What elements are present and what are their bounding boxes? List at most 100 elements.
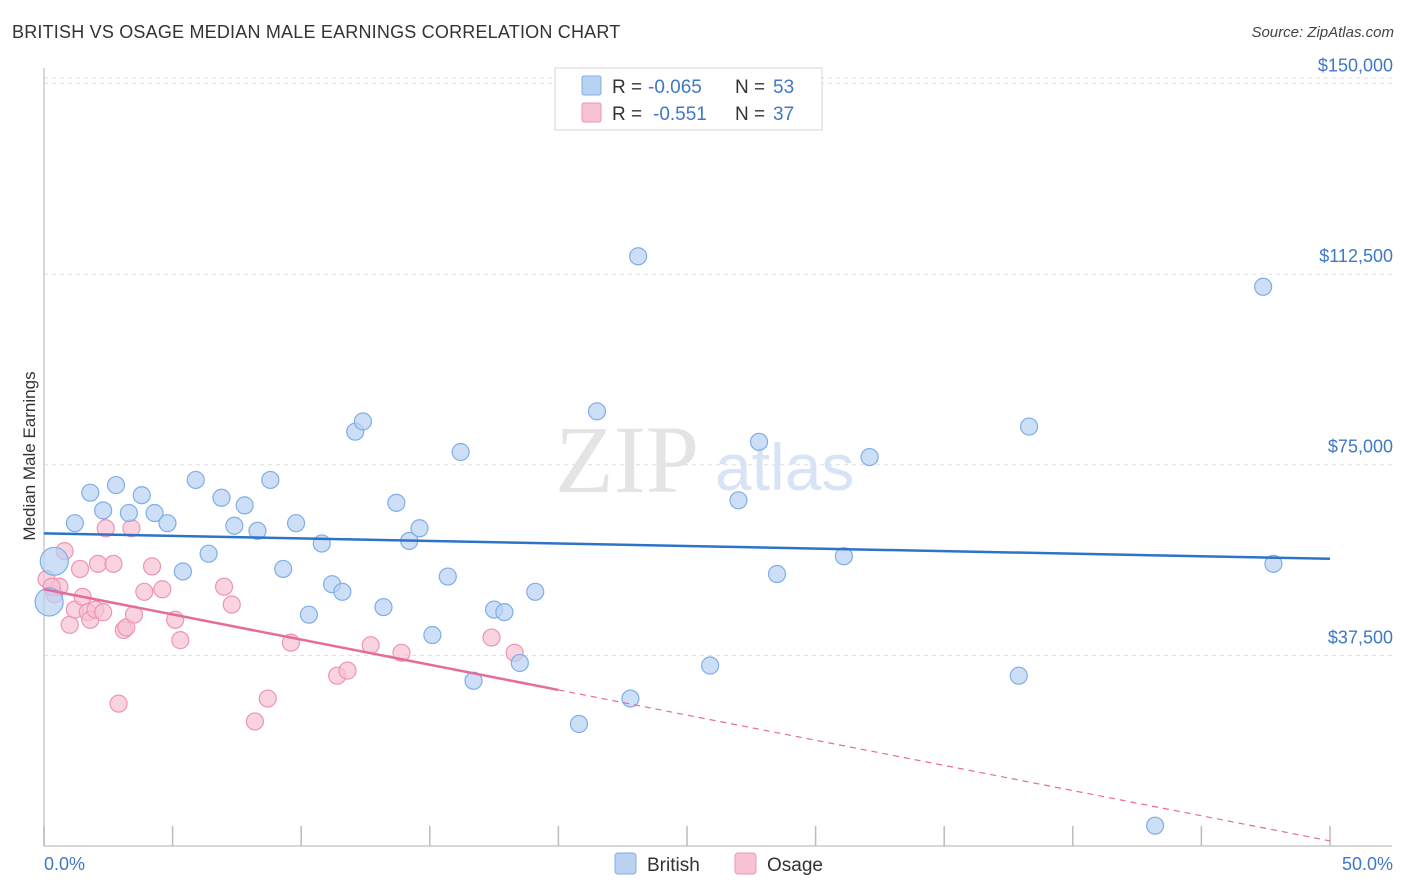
x-axis-ticks <box>43 826 1331 846</box>
british-point-52 <box>1264 554 1283 573</box>
british-point-14 <box>225 516 244 535</box>
legend-n-label-osage: N = <box>735 104 765 125</box>
watermark: ZIP atlas <box>555 406 854 513</box>
osage-point-25 <box>214 577 234 596</box>
osage-points <box>37 519 524 731</box>
y-tick-label-3: $150,000 <box>1318 55 1393 75</box>
british-point-2 <box>65 514 84 533</box>
legend-r-label-osage: R = <box>612 104 642 125</box>
osage-point-15 <box>109 694 128 713</box>
legend-n-value-british: 53 <box>773 77 794 98</box>
british-point-32 <box>451 442 470 462</box>
british-point-3 <box>81 483 100 502</box>
legend-n-value-osage: 37 <box>773 104 794 125</box>
osage-trend-line <box>43 588 559 692</box>
british-point-43 <box>729 491 748 510</box>
british-point-50 <box>1146 816 1165 835</box>
british-point-40 <box>621 689 640 708</box>
y-axis-label: Median Male Earnings <box>20 371 39 540</box>
british-point-8 <box>145 503 164 523</box>
british-point-4 <box>94 501 113 520</box>
british-point-38 <box>569 714 589 734</box>
osage-point-24 <box>171 631 190 650</box>
osage-trend-line-extension <box>558 689 1331 842</box>
british-point-30 <box>423 625 442 645</box>
gridlines <box>44 77 1392 656</box>
british-point-17 <box>261 470 280 490</box>
osage-point-6 <box>70 559 90 579</box>
british-point-37 <box>526 582 545 601</box>
legend-swatch-osage <box>581 102 602 123</box>
british-point-11 <box>186 470 205 490</box>
osage-point-4 <box>60 615 79 634</box>
osage-point-28 <box>258 689 277 708</box>
osage-point-13 <box>96 519 115 538</box>
osage-point-31 <box>338 661 357 680</box>
osage-point-14 <box>104 554 123 573</box>
british-point-5 <box>106 475 126 495</box>
british-point-26 <box>374 597 393 617</box>
british-point-45 <box>767 564 787 584</box>
british-point-47 <box>860 447 879 467</box>
x-tick-label-min: 0.0% <box>44 854 85 874</box>
y-tick-label-0: $37,500 <box>1328 627 1393 647</box>
osage-point-34 <box>482 628 501 647</box>
osage-point-33 <box>392 643 411 662</box>
y-axis-tick-labels: $37,500 $75,000 $112,500 $150,000 <box>1318 55 1393 647</box>
british-point-27 <box>387 493 406 512</box>
osage-point-21 <box>142 557 162 576</box>
osage-point-22 <box>153 580 172 599</box>
legend: R = -0.065 N = 53 R = -0.551 N = 37 <box>554 67 823 131</box>
trend-lines <box>43 532 1331 842</box>
british-point-36 <box>510 653 529 673</box>
osage-point-11 <box>88 554 108 573</box>
bottom-legend: British Osage <box>614 852 823 876</box>
british-point-20 <box>299 605 319 624</box>
british-point-18 <box>274 559 293 579</box>
british-point-46 <box>834 547 853 566</box>
british-point-6 <box>119 503 138 523</box>
bottom-legend-swatch-british <box>614 852 637 875</box>
british-point-9 <box>158 514 177 533</box>
british-point-31 <box>438 567 457 586</box>
y-tick-label-1: $75,000 <box>1328 437 1393 457</box>
british-point-48 <box>1009 666 1028 685</box>
x-tick-label-max: 50.0% <box>1342 854 1393 874</box>
bottom-legend-british: British <box>647 855 700 876</box>
legend-r-label-british: R = <box>612 77 642 98</box>
bottom-legend-osage: Osage <box>767 855 823 876</box>
bottom-legend-swatch-osage <box>734 852 757 875</box>
chart-title: BRITISH VS OSAGE MEDIAN MALE EARNINGS CO… <box>12 22 621 42</box>
british-point-1 <box>39 546 69 576</box>
osage-point-27 <box>245 712 265 731</box>
british-point-10 <box>173 562 192 581</box>
british-point-41 <box>629 247 648 266</box>
source-credit: Source: ZipAtlas.com <box>1251 24 1394 41</box>
watermark-zip: ZIP <box>555 406 699 513</box>
british-point-7 <box>132 486 151 505</box>
osage-point-20 <box>135 582 154 601</box>
british-point-39 <box>587 402 607 421</box>
british-point-42 <box>701 656 720 675</box>
british-trend-line <box>43 532 1331 561</box>
british-point-15 <box>235 496 254 515</box>
british-point-13 <box>212 488 231 507</box>
british-point-23 <box>333 582 352 601</box>
british-point-29 <box>410 519 429 538</box>
legend-n-label-british: N = <box>735 77 765 98</box>
british-point-0 <box>34 587 64 617</box>
british-point-49 <box>1019 417 1039 436</box>
british-point-25 <box>353 412 373 431</box>
british-point-16 <box>248 521 267 540</box>
british-point-44 <box>749 432 769 451</box>
british-point-51 <box>1254 277 1273 296</box>
british-point-19 <box>286 514 306 533</box>
osage-point-12 <box>94 603 113 622</box>
british-points <box>34 247 1283 835</box>
british-point-12 <box>199 544 218 563</box>
legend-swatch-british <box>581 75 602 96</box>
legend-r-value-osage: -0.551 <box>653 104 707 125</box>
legend-r-value-british: -0.065 <box>648 77 702 98</box>
british-point-35 <box>495 603 514 622</box>
